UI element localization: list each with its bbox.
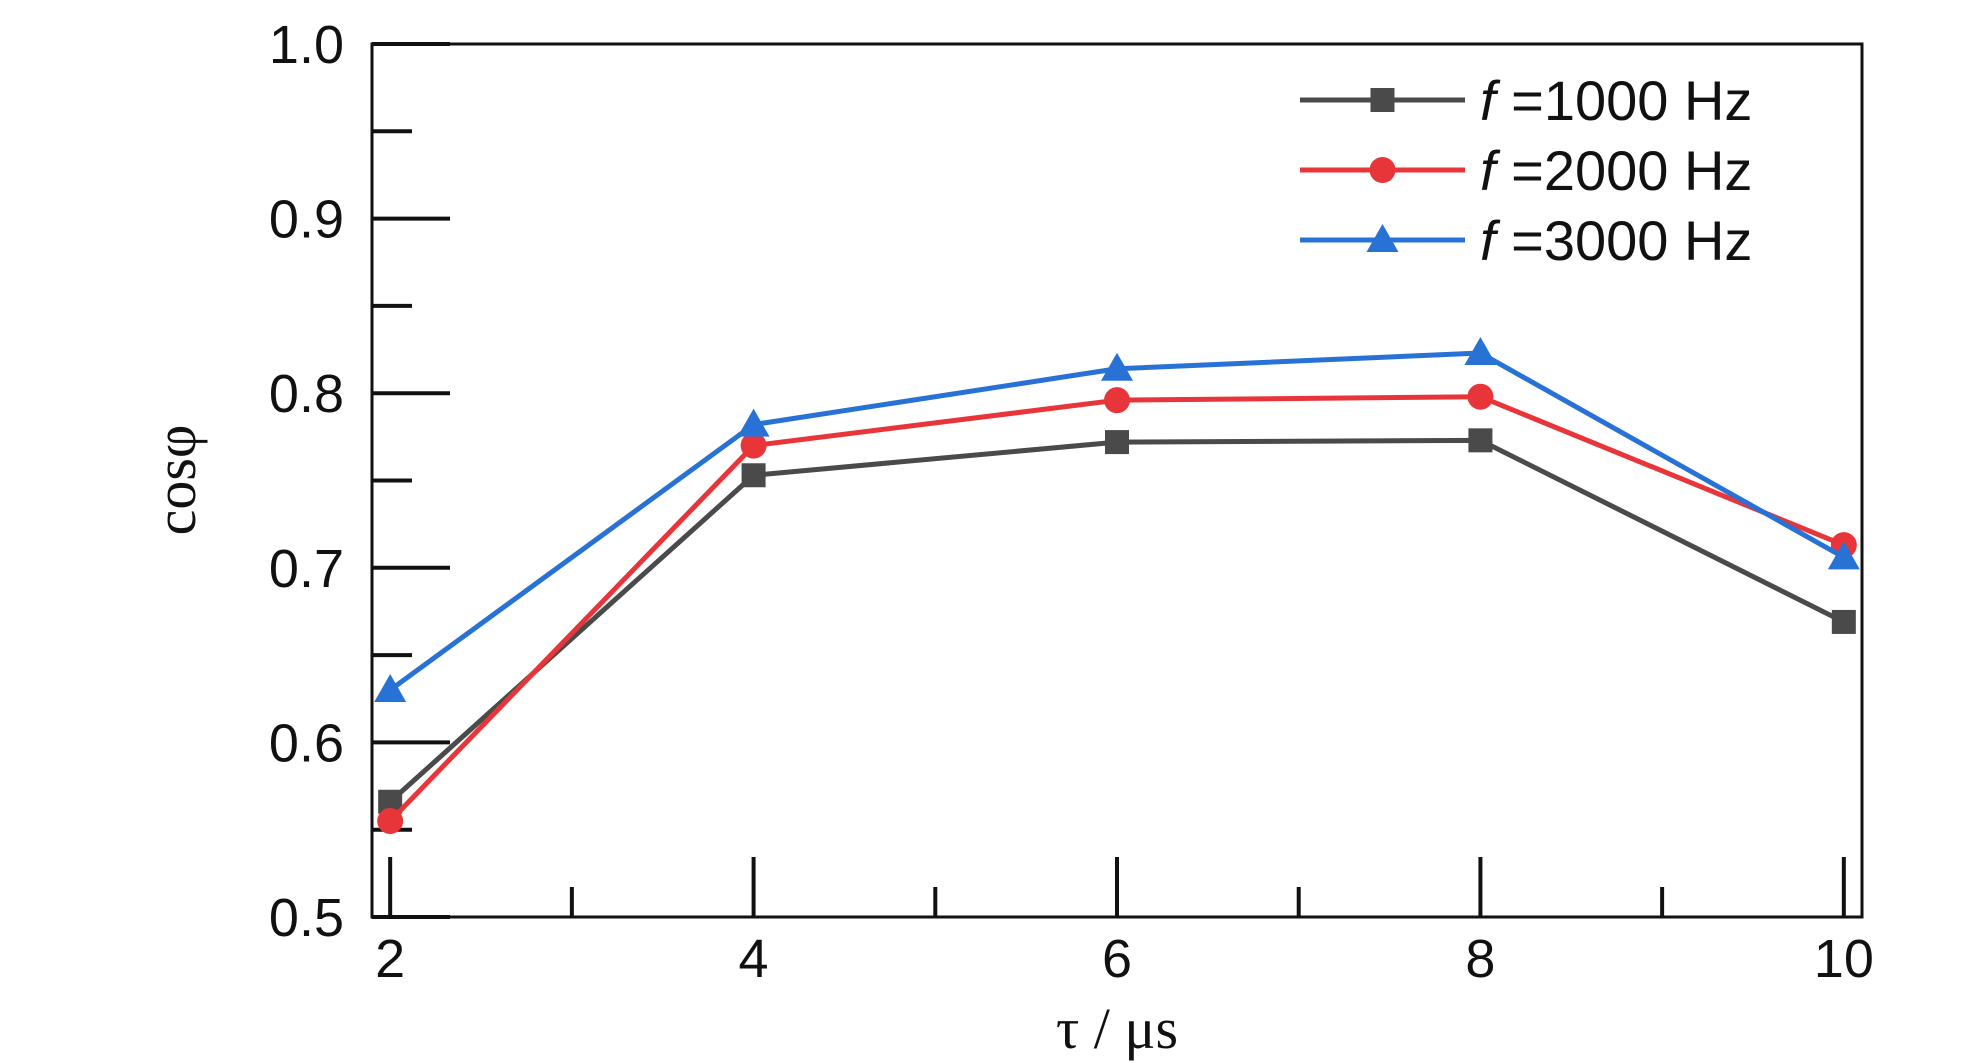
y-tick-label: 0.5 (269, 888, 344, 948)
series-layer (374, 337, 1860, 834)
data-point (740, 432, 767, 459)
legend-marker (1369, 157, 1396, 183)
y-tick-label: 0.8 (269, 364, 344, 424)
legend-label: f =3000 Hz (1480, 209, 1752, 272)
series-2 (377, 383, 1857, 834)
data-point (1831, 609, 1856, 634)
series-1 (378, 428, 1856, 814)
legend-marker (1366, 224, 1399, 252)
x-tick-label: 4 (739, 929, 769, 989)
legend-entry-1: f =1000 Hz (1300, 69, 1752, 132)
axis-ticks (372, 42, 1846, 919)
legend-entry-2: f =2000 Hz (1300, 139, 1752, 202)
legend-marker (1370, 88, 1395, 112)
x-tick-label: 6 (1102, 929, 1132, 989)
x-axis-label: τ / μs (1056, 996, 1178, 1061)
y-tick-label: 0.9 (269, 190, 344, 250)
data-point (374, 674, 407, 703)
x-tick-label: 2 (375, 929, 405, 989)
data-point (737, 408, 770, 437)
data-point (1468, 428, 1493, 453)
data-point (377, 807, 404, 834)
series-3 (374, 337, 1860, 703)
y-tick-label: 0.6 (269, 713, 344, 773)
legend-entry-3: f =3000 Hz (1300, 209, 1752, 272)
data-point (741, 463, 766, 488)
legend-label: f =2000 Hz (1480, 139, 1752, 202)
series-line (388, 437, 1845, 804)
y-axis-label: cosφ (143, 425, 208, 536)
legend: f =1000 Hz f =2000 Hz f =3000 Hz (1300, 69, 1752, 272)
legend-label: f =1000 Hz (1480, 69, 1752, 132)
data-point (1105, 430, 1129, 455)
data-point (1827, 541, 1860, 570)
x-tick-label: 8 (1465, 929, 1495, 989)
y-tick-label: 1.0 (269, 15, 344, 75)
y-tick-label: 0.7 (269, 539, 344, 599)
data-point (1101, 352, 1133, 381)
x-tick-label: 10 (1814, 929, 1874, 989)
data-point (1104, 387, 1130, 414)
data-point (1464, 337, 1497, 366)
tick-labels: 0.5 0.6 0.7 0.8 0.9 1.0 2 4 6 8 10 (269, 15, 1874, 989)
data-point (1467, 383, 1494, 410)
